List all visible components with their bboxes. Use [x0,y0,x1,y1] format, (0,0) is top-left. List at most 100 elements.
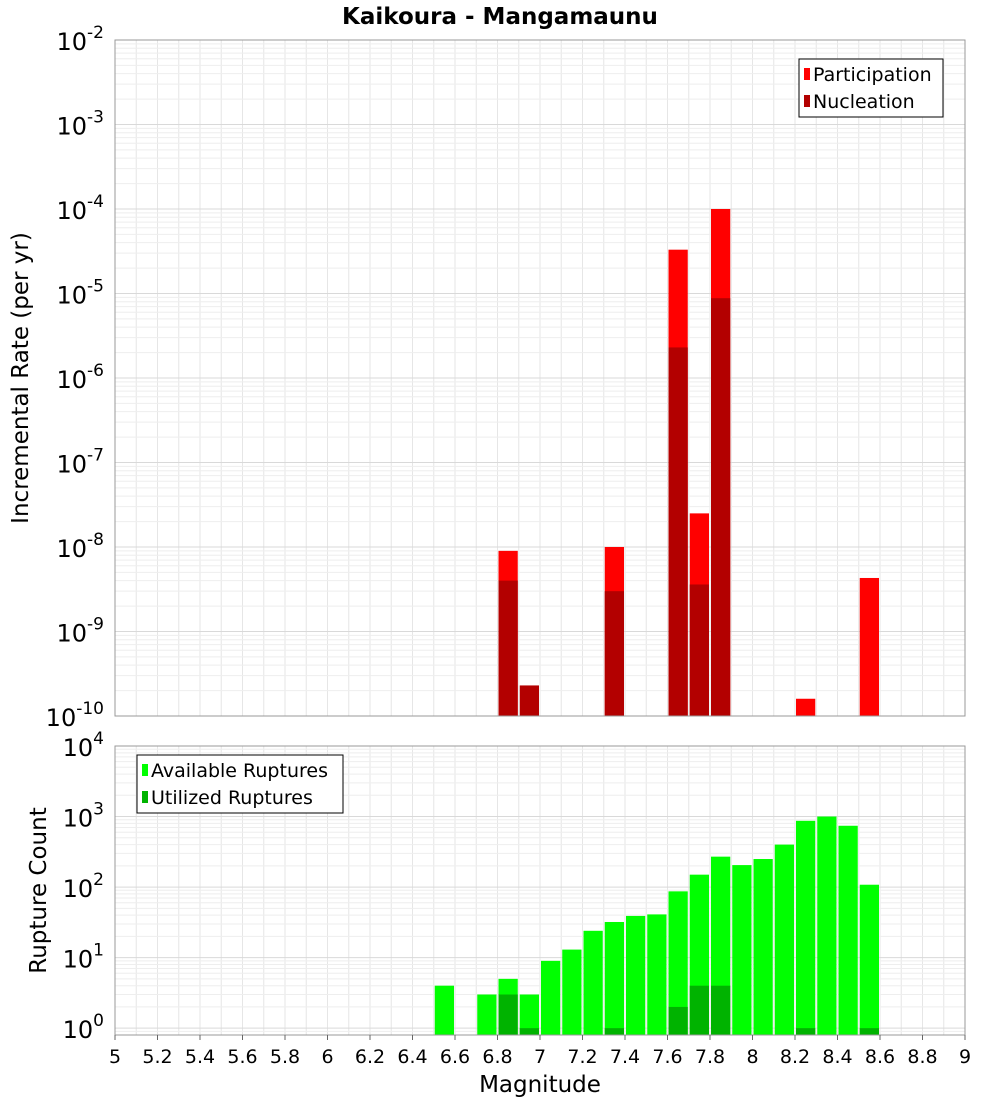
legend-label: Available Ruptures [151,760,328,782]
legend-label: Participation [813,64,932,86]
bar [562,949,582,1035]
x-tick-label: 9 [959,1046,971,1068]
grid-lines [114,40,966,717]
series-nucleation [498,298,731,716]
bar [689,584,709,716]
y-tick-base: 10 [57,620,88,648]
y-tick-exponent: -6 [87,361,104,381]
y-tick-exponent: -8 [87,530,104,550]
bar [647,914,667,1035]
y-tick-base: 10 [57,451,88,479]
y-tick-label: 100 [63,1011,104,1044]
x-tick-label: 8.2 [780,1046,810,1068]
y-tick-label: 103 [63,800,104,833]
bar [519,1028,539,1035]
y-tick-exponent: -3 [87,108,104,128]
bar [519,994,539,1035]
bar [859,1028,879,1035]
x-tick-label: 6.4 [397,1046,427,1068]
bar [711,298,731,716]
y-tick-base: 10 [57,113,88,141]
bar [711,985,731,1035]
bar [604,1028,624,1035]
legend-box [136,754,344,814]
y-axis-label: Rupture Count [26,807,52,973]
x-tick-label: 6.2 [355,1046,385,1068]
y-tick-label: 10-9 [57,615,105,648]
y-tick-base: 10 [63,734,94,762]
bar [477,994,497,1035]
bar [434,985,454,1035]
y-tick-base: 10 [57,366,88,394]
x-tick-label: 8.8 [907,1046,937,1068]
y-tick-exponent: 4 [93,729,104,749]
bar [668,891,688,1035]
bar [689,985,709,1035]
y-tick-label: 104 [63,729,104,762]
x-tick-label: 6.8 [482,1046,512,1068]
x-tick-label: 7.8 [695,1046,725,1068]
y-tick-exponent: -4 [87,192,104,212]
chart-title: Kaikoura - Mangamaunu [342,4,658,30]
x-tick-label: 7.6 [652,1046,682,1068]
legend-label: Nucleation [813,91,915,113]
series-available-ruptures [434,816,879,1035]
y-tick-base: 10 [63,875,94,903]
legend-swatch [804,68,810,80]
legend-label: Utilized Ruptures [151,787,313,809]
legend: Participation Nucleation [798,58,944,118]
y-tick-exponent: 3 [93,800,104,820]
y-tick-label: 10-7 [57,446,105,479]
plot-frame [114,39,966,717]
legend-swatch [142,764,148,776]
y-tick-exponent: -7 [87,446,104,466]
y-axis-label: Incremental Rate (per yr) [8,232,34,524]
bar [753,859,773,1035]
bar [796,820,816,1035]
x-tick-label: 5.4 [185,1046,215,1068]
x-tick-label: 5 [109,1046,121,1068]
x-tick-label: 5.6 [227,1046,257,1068]
y-tick-base: 10 [63,805,94,833]
bar [796,698,816,716]
bar [498,994,518,1035]
y-tick-base: 10 [63,946,94,974]
figure-title-group: Kaikoura - Mangamaunu [342,4,658,30]
y-tick-exponent: 2 [93,870,104,890]
legend: Available Ruptures Utilized Ruptures [136,754,344,814]
x-tick-label: 8 [746,1046,758,1068]
x-tick-labels: 5 5.2 5.4 5.6 5.8 6 6.2 6.4 6.6 6.8 7 7.2 7.4 7.6 7.8 8… [109,1035,971,1068]
y-tick-label: 10-5 [57,277,105,310]
y-tick-label: 101 [63,941,104,974]
y-tick-exponent: -2 [87,23,104,43]
y-tick-base: 10 [57,282,88,310]
bar [604,921,624,1035]
x-tick-label: 8.6 [865,1046,895,1068]
y-tick-exponent: -5 [87,277,104,297]
x-axis-label: Magnitude [479,1072,601,1098]
y-tick-exponent: 1 [93,941,104,961]
y-tick-label: 10-10 [46,699,104,732]
x-tick-label: 8.4 [822,1046,852,1068]
x-tick-label: 7.2 [567,1046,597,1068]
bar [626,915,646,1035]
x-tick-label: 7 [534,1046,546,1068]
y-tick-base: 10 [57,535,88,563]
bar [859,577,879,716]
bar [604,591,624,716]
x-tick-label: 6.6 [440,1046,470,1068]
y-tick-base: 10 [63,1016,94,1044]
bar [519,685,539,716]
y-tick-label: 10-3 [57,108,105,141]
x-tick-label: 5.2 [142,1046,172,1068]
bar [498,580,518,716]
x-tick-label: 5.8 [270,1046,300,1068]
y-tick-label: 10-4 [57,192,105,225]
bar [583,930,603,1035]
x-tick-label: 6 [321,1046,333,1068]
bar [668,347,688,716]
